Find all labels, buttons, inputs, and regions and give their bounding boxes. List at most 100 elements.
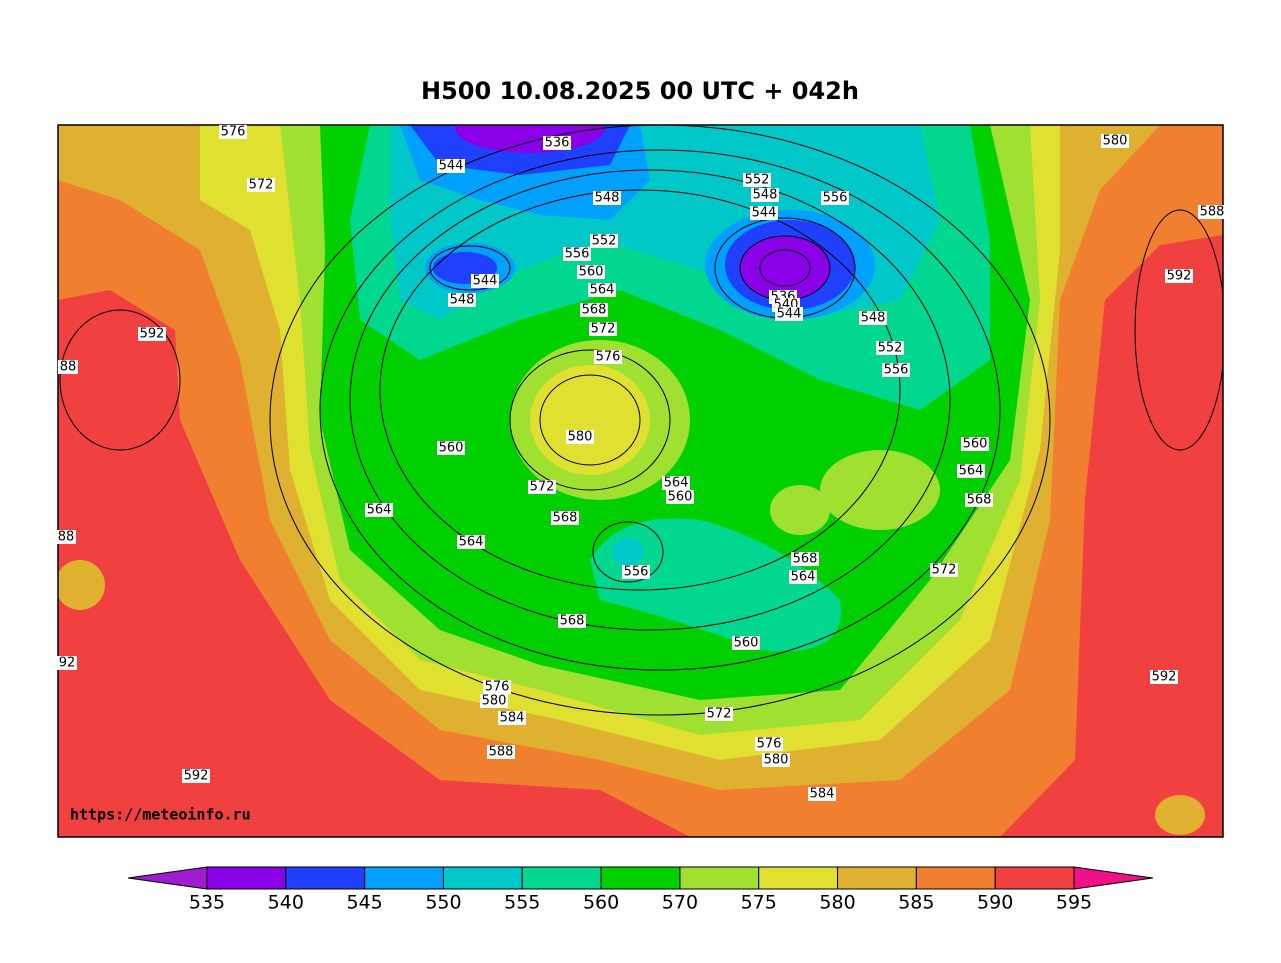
colorbar-label: 535 (189, 892, 225, 914)
contour-label: 544 (473, 274, 498, 289)
label-box (666, 490, 694, 504)
contour-label: 588 (489, 745, 514, 760)
label-box (859, 311, 887, 325)
label-box (437, 159, 465, 173)
label-box (705, 707, 733, 721)
contour-label: 544 (777, 307, 802, 322)
label-box (471, 274, 499, 288)
label-box (876, 341, 904, 355)
contour-label: 568 (553, 511, 578, 526)
colorbar-swatch (837, 866, 917, 890)
label-box (882, 363, 910, 377)
label-box (543, 136, 571, 150)
colorbar-over (1073, 866, 1154, 890)
contour-label: 556 (823, 191, 848, 206)
map-field (58, 125, 1223, 837)
label-box (448, 293, 476, 307)
watermark: https://meteoinfo.ru (70, 806, 251, 824)
label-box (566, 430, 594, 444)
label-box (961, 437, 989, 451)
contour-label: 544 (752, 206, 777, 221)
label-box (957, 464, 985, 478)
colorbar-label: 545 (347, 892, 383, 914)
colorbar-label: 585 (898, 892, 934, 914)
label-box (483, 680, 511, 694)
label-box (57, 656, 77, 670)
contour-label: 556 (624, 565, 649, 580)
label-box (791, 552, 819, 566)
label-box (480, 694, 508, 708)
contour-label: 556 (884, 363, 909, 378)
contour-label: 592 (1167, 269, 1192, 284)
colorbar-label: 560 (583, 892, 619, 914)
contour-label: 560 (668, 490, 693, 505)
contour-label: 536 (545, 136, 570, 151)
contour-label: 564 (791, 570, 816, 585)
contour-label: 548 (450, 293, 475, 308)
contour-label: 560 (579, 265, 604, 280)
colorbar-label: 575 (741, 892, 777, 914)
colorbar-label: 590 (977, 892, 1013, 914)
label-box (457, 535, 485, 549)
contour-label: 592 (140, 327, 165, 342)
label-box (580, 303, 608, 317)
colorbar: 535 540 545 550 555 560 570 575 580 585 590 595 (127, 866, 1154, 914)
contour-label: 544 (439, 159, 464, 174)
title: H500 10.08.2025 00 UTC + 042h (421, 77, 859, 105)
contour-label: 576 (221, 125, 246, 140)
label-box (594, 350, 622, 364)
contour-label: 564 (459, 535, 484, 550)
contour-label: 556 (565, 247, 590, 262)
colorbar-swatch (521, 866, 602, 890)
label-box (528, 480, 556, 494)
label-box (558, 614, 586, 628)
colorbar-label: 540 (268, 892, 304, 914)
colorbar-under (127, 866, 208, 890)
contour-label: 92 (59, 656, 76, 671)
label-box (821, 191, 849, 205)
label-box (1198, 205, 1226, 219)
colorbar-swatch (758, 866, 839, 890)
label-box (437, 441, 465, 455)
label-box (965, 493, 993, 507)
contour-label: 88 (58, 530, 75, 545)
contour-label: 572 (707, 707, 732, 722)
contour-label: 560 (734, 636, 759, 651)
contour-label: 592 (1152, 670, 1177, 685)
colorbar-swatch (285, 866, 366, 890)
colorbar-swatch (994, 866, 1075, 890)
contour-label: 588 (1200, 205, 1225, 220)
label-box (622, 565, 650, 579)
contour-label: 584 (810, 787, 835, 802)
contour-label: 580 (482, 694, 507, 709)
label-box (577, 265, 605, 279)
contour-label: 548 (595, 191, 620, 206)
contour-label: 592 (184, 769, 209, 784)
colorbar-swatch (206, 866, 287, 890)
label-box (58, 360, 78, 374)
contour-label: 580 (1103, 134, 1128, 149)
contour-label: 88 (60, 360, 77, 375)
contour-label: 552 (878, 341, 903, 356)
contour-label: 572 (249, 178, 274, 193)
label-box (1150, 670, 1178, 684)
contour-label: 584 (500, 711, 525, 726)
label-box (182, 769, 210, 783)
contour-label: 568 (582, 303, 607, 318)
contour-label: 564 (367, 503, 392, 518)
label-box (593, 191, 621, 205)
label-box (751, 188, 779, 202)
label-box (551, 511, 579, 525)
colorbar-swatch (364, 866, 444, 890)
label-box (588, 283, 616, 297)
contour-label: 572 (932, 563, 957, 578)
label-box (808, 787, 836, 801)
contour-label: 552 (592, 234, 617, 249)
contour-label: 548 (753, 188, 778, 203)
contour-label: 572 (530, 480, 555, 495)
label-box (775, 307, 803, 321)
contour-label: 576 (596, 350, 621, 365)
contour-label: 560 (963, 437, 988, 452)
contour-label: 564 (664, 476, 689, 491)
